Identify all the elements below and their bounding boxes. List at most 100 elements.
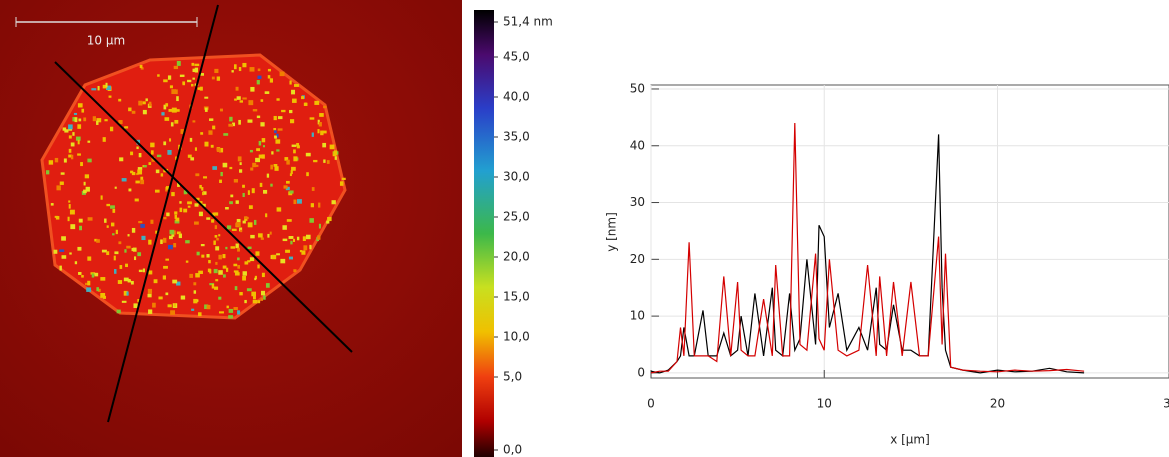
speckle	[61, 255, 67, 259]
speckle	[214, 212, 219, 216]
speckle	[311, 132, 314, 137]
speckle	[303, 245, 308, 251]
speckle	[140, 176, 144, 182]
colorbar-label: 0,0	[503, 443, 522, 457]
speckle	[317, 235, 321, 240]
speckle	[87, 217, 93, 221]
speckle	[148, 162, 152, 165]
speckle	[237, 156, 242, 162]
speckle	[87, 158, 92, 163]
speckle	[59, 181, 64, 185]
speckle	[219, 108, 223, 112]
speckle	[276, 98, 280, 101]
speckle	[102, 137, 106, 142]
speckle	[175, 89, 178, 95]
speckle	[199, 86, 203, 91]
speckle	[235, 200, 239, 204]
speckle	[255, 164, 259, 167]
speckle	[274, 135, 277, 139]
speckle	[115, 229, 118, 235]
speckle	[124, 249, 127, 253]
speckle	[59, 249, 65, 252]
speckle	[182, 81, 186, 86]
speckle	[94, 238, 98, 242]
speckle	[216, 76, 221, 81]
speckle	[339, 181, 344, 186]
speckle	[173, 303, 176, 307]
speckle	[237, 257, 240, 261]
speckle	[185, 240, 190, 244]
speckle	[165, 292, 169, 296]
speckle	[237, 247, 240, 252]
speckle	[69, 252, 72, 255]
speckle	[96, 120, 99, 125]
speckle	[77, 124, 82, 129]
speckle	[260, 122, 265, 127]
speckle	[131, 171, 136, 176]
speckle	[190, 157, 195, 161]
speckle	[131, 227, 136, 233]
speckle	[284, 157, 289, 161]
speckle	[286, 219, 292, 222]
speckle	[175, 109, 180, 112]
speckle	[187, 154, 192, 158]
speckle	[276, 207, 282, 212]
speckle	[329, 144, 335, 150]
speckle	[309, 117, 315, 120]
speckle	[114, 251, 119, 255]
speckle	[185, 260, 189, 263]
speckle	[96, 239, 100, 243]
speckle	[127, 234, 130, 237]
speckle	[112, 209, 116, 213]
colorbar-label: 5,0	[503, 370, 522, 384]
speckle	[84, 282, 89, 286]
speckle	[212, 212, 215, 218]
speckle	[334, 156, 337, 160]
speckle	[293, 149, 296, 154]
speckle	[273, 115, 277, 121]
speckle	[137, 167, 143, 171]
speckle	[263, 295, 266, 300]
speckle	[84, 174, 90, 179]
speckle	[233, 270, 239, 273]
speckle	[234, 98, 237, 101]
speckle	[251, 188, 255, 194]
speckle	[112, 233, 115, 236]
speckle	[160, 173, 164, 177]
speckle	[289, 173, 292, 177]
speckle	[111, 222, 115, 227]
speckle	[121, 178, 127, 182]
speckle	[293, 199, 297, 205]
speckle	[261, 138, 266, 143]
speckle	[81, 108, 85, 113]
speckle	[255, 157, 261, 163]
speckle	[109, 126, 114, 132]
speckle	[319, 113, 324, 117]
speckle	[130, 151, 134, 156]
speckle	[138, 153, 142, 158]
speckle	[187, 79, 192, 83]
speckle	[204, 107, 208, 112]
speckle	[175, 156, 178, 160]
speckle	[123, 277, 129, 282]
speckle	[242, 271, 247, 276]
speckle	[310, 203, 314, 208]
speckle	[304, 102, 307, 106]
speckle	[86, 287, 92, 292]
speckle	[229, 116, 233, 122]
speckle	[256, 115, 261, 119]
speckle	[318, 223, 321, 229]
speckle	[218, 270, 223, 275]
speckle	[197, 87, 202, 90]
y-tick-label: 50	[630, 81, 645, 95]
speckle	[68, 204, 71, 209]
speckle	[147, 293, 152, 298]
speckle	[179, 201, 182, 204]
speckle	[327, 216, 332, 222]
speckle	[62, 127, 67, 131]
speckle	[116, 309, 121, 314]
speckle	[266, 173, 270, 178]
speckle	[133, 303, 138, 309]
speckle	[72, 132, 75, 136]
speckle	[216, 237, 219, 241]
